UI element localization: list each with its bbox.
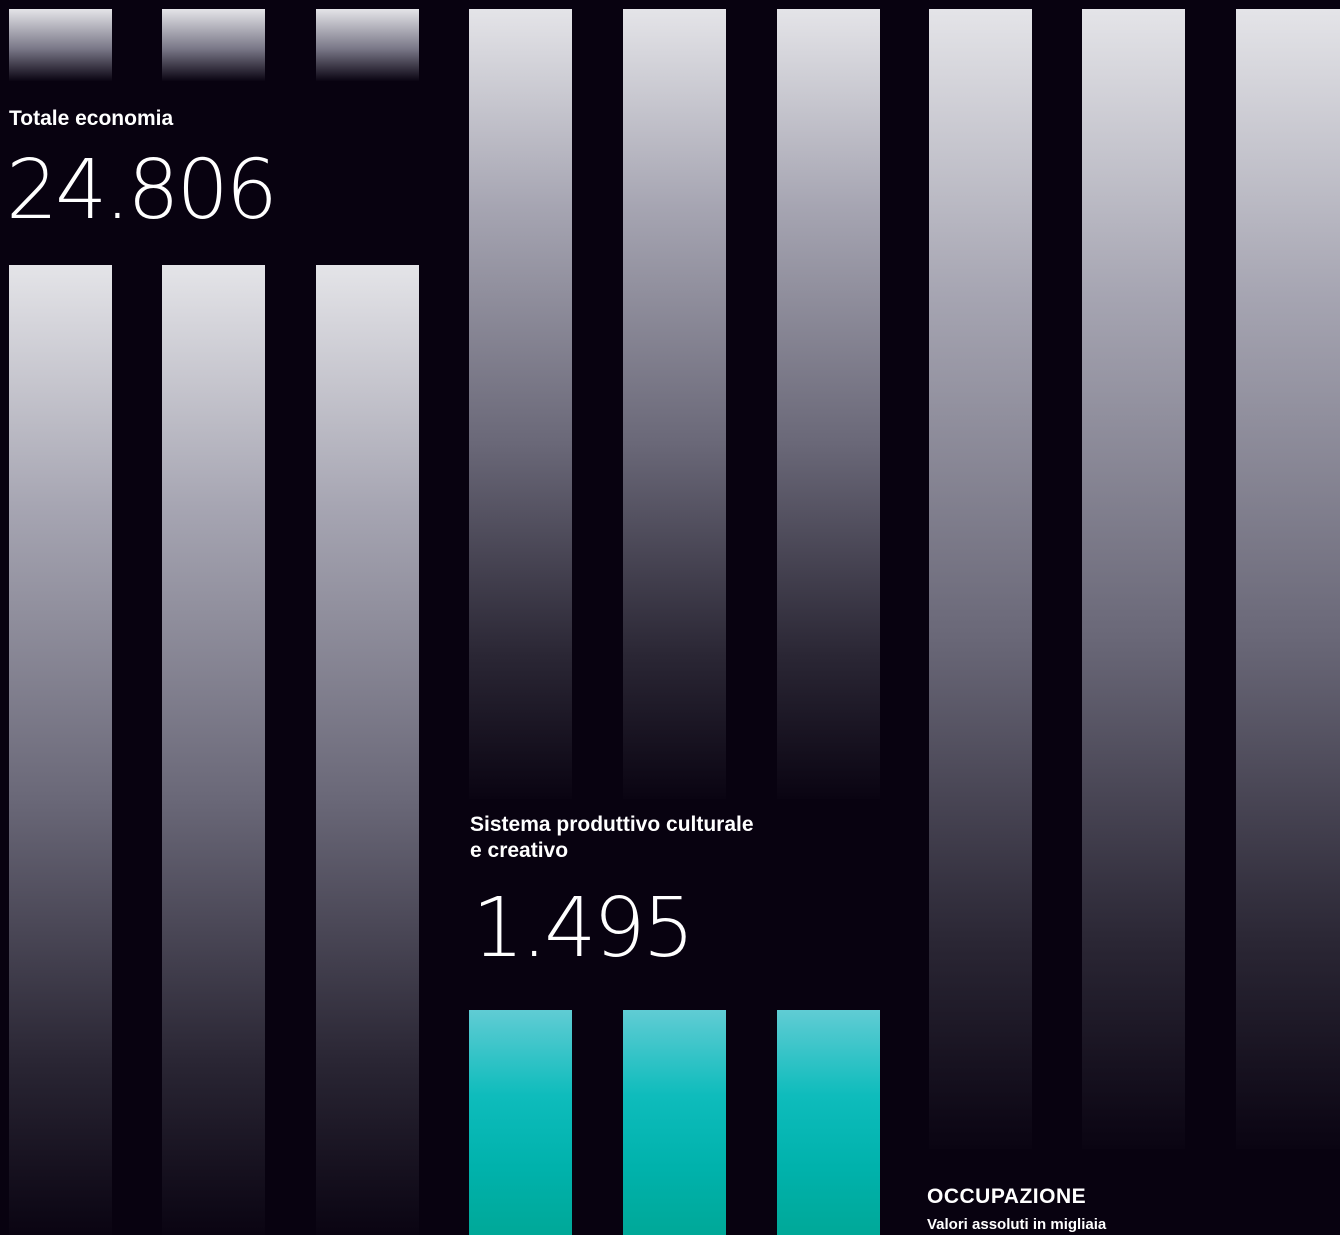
- totale-bar-3: [316, 265, 419, 1235]
- totale-top-bar-1: [9, 9, 112, 81]
- totale-economia-value: 24.806: [6, 143, 278, 238]
- chart-title: OCCUPAZIONE: [927, 1185, 1087, 1208]
- right-bar-1: [929, 9, 1032, 1149]
- sistema-upper-bar-1: [469, 9, 572, 799]
- sistema-produttivo-value: 1.495: [472, 881, 695, 976]
- right-bar-2: [1082, 9, 1185, 1149]
- totale-top-bar-3: [316, 9, 419, 81]
- right-bar-3: [1236, 9, 1340, 1149]
- chart-subtitle: Valori assoluti in migliaia: [927, 1216, 1107, 1233]
- sistema-upper-bar-3: [777, 9, 880, 799]
- totale-top-bar-2: [162, 9, 265, 81]
- totale-bar-1: [9, 265, 112, 1235]
- totale-bar-2: [162, 265, 265, 1235]
- sistema-bar-3: [777, 1010, 880, 1235]
- sistema-produttivo-label: Sistema produttivo culturale e creativo: [470, 813, 754, 862]
- sistema-upper-bar-2: [623, 9, 726, 799]
- sistema-bar-2: [623, 1010, 726, 1235]
- totale-economia-label: Totale economia: [9, 107, 174, 130]
- sistema-bar-1: [469, 1010, 572, 1235]
